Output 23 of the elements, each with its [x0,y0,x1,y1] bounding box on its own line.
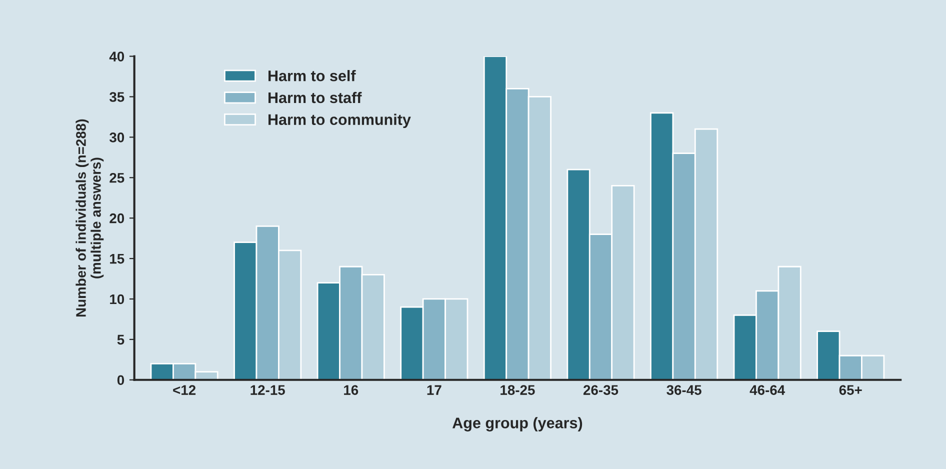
x-tick-label: 12-15 [250,385,285,395]
x-tick-label: <12 [173,385,196,395]
y-tick-label: 35 [109,92,124,102]
x-tick-label: 46-64 [750,385,786,395]
x-tick-label: 18-25 [500,385,535,395]
x-tick-label: 26-35 [583,385,618,395]
y-tick-label: 20 [110,213,124,224]
y-tick-label: 30 [109,132,124,142]
x-tick-label: 16 [344,385,358,395]
x-tick-label: 17 [427,385,442,395]
legend-label: Harm to self [268,70,356,82]
x-axis-title: Age group (years) [452,417,582,432]
legend-label: Harm to staff [268,92,362,104]
x-tick-label: 36-45 [666,385,702,395]
y-axis-title: Number of individuals (n=288) (multiple answers) [76,119,104,317]
y-tick-label: 25 [110,172,124,183]
legend-label: Harm to community [268,114,411,128]
y-tick-label: 40 [109,52,124,62]
x-tick-label: 65+ [839,385,862,395]
y-tick-label: 15 [110,254,124,264]
y-tick-label: 0 [117,375,124,386]
y-tick-label: 10 [110,294,124,304]
y-tick-label: 5 [117,334,124,345]
